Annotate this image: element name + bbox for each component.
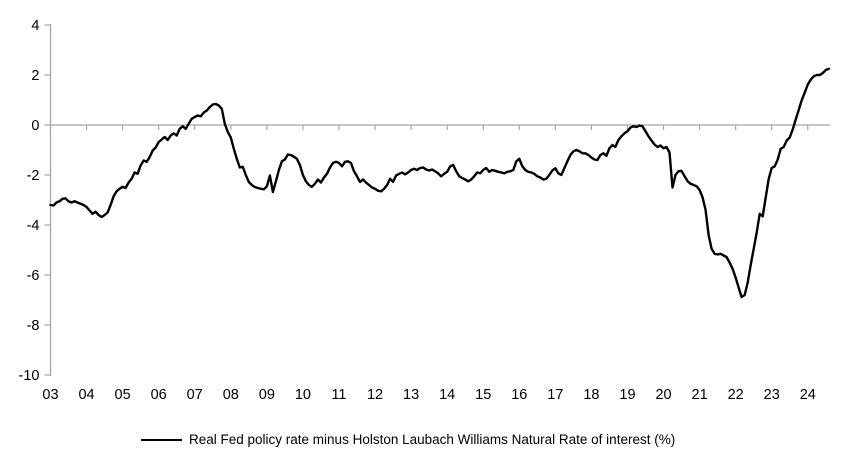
x-axis-label: 05 [115,387,131,403]
x-axis-label: 17 [547,387,563,403]
x-axis-label: 13 [403,387,419,403]
x-axis-label: 11 [331,387,346,403]
y-axis-label: -2 [27,168,40,184]
y-axis-label: -8 [27,318,40,334]
x-axis-label: 16 [511,387,527,403]
legend: Real Fed policy rate minus Holston Lauba… [141,432,675,447]
x-axis-label: 09 [259,387,275,403]
x-axis-label: 23 [764,387,780,403]
x-axis-label: 07 [187,387,203,403]
y-axis-label: -6 [27,268,40,284]
x-axis-label: 14 [439,387,455,403]
data-line-series [49,67,830,299]
x-axis-label: 12 [367,387,383,403]
x-axis-label: 24 [800,387,816,403]
legend-line-swatch [141,438,182,441]
x-axis-label: 18 [583,387,599,403]
x-axis-label: 03 [42,387,58,403]
x-axis-label: 10 [295,387,311,403]
x-axis-label: 04 [78,387,94,403]
y-axis-label: 0 [31,118,39,134]
x-axis-label: 15 [475,387,491,403]
y-axis-label: 2 [31,68,39,84]
y-axis-label: -10 [19,368,40,384]
legend-label: Real Fed policy rate minus Holston Lauba… [189,432,676,447]
x-axis-label: 22 [728,387,744,403]
x-axis-label: 21 [692,387,708,403]
x-axis-label: 20 [655,387,671,403]
y-axis-label: 4 [31,18,39,34]
x-axis-label: 06 [151,387,167,403]
y-axis-label: -4 [27,218,40,234]
x-axis-label: 08 [223,387,239,403]
x-axis-label: 19 [619,387,635,403]
